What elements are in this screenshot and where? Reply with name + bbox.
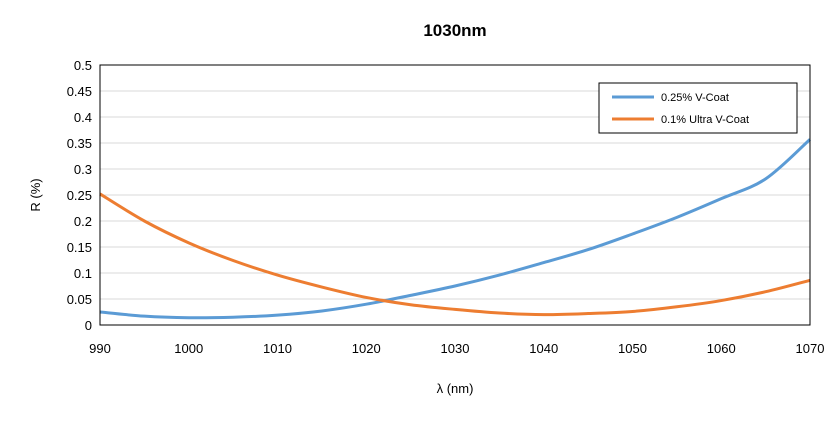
chart-title: 1030nm — [423, 21, 486, 40]
x-tick-label: 1010 — [263, 341, 292, 356]
x-tick-label: 1050 — [618, 341, 647, 356]
x-tick-label: 1070 — [796, 341, 825, 356]
y-tick-label: 0.2 — [74, 214, 92, 229]
series-layer — [99, 138, 811, 320]
series-line-2 — [99, 192, 811, 317]
x-tick-labels: 990 1000 1010 1020 1030 1040 1050 1060 1070 — [89, 341, 824, 356]
x-axis-label: λ (nm) — [437, 381, 474, 396]
x-tick-label: 1020 — [352, 341, 381, 356]
y-tick-label: 0.05 — [67, 292, 92, 307]
y-axis-label: R (%) — [28, 178, 43, 211]
legend: 0.25% V-Coat 0.1% Ultra V-Coat — [598, 82, 798, 134]
y-tick-label: 0.1 — [74, 266, 92, 281]
legend-label-2: 0.1% Ultra V-Coat — [661, 114, 749, 126]
y-tick-label: 0.4 — [74, 110, 92, 125]
y-tick-label: 0.25 — [67, 188, 92, 203]
x-tick-label: 1030 — [441, 341, 470, 356]
legend-label-1: 0.25% V-Coat — [661, 92, 729, 104]
y-tick-labels: 0 0.05 0.1 0.15 0.2 0.25 0.3 0.35 0.4 0.45 0.5 — [67, 58, 92, 333]
series-line-1 — [99, 138, 811, 320]
y-tick-label: 0.35 — [67, 136, 92, 151]
x-tick-label: 1060 — [707, 341, 736, 356]
y-tick-label: 0.45 — [67, 84, 92, 99]
plot-frame — [99, 64, 811, 326]
y-tick-label: 0.3 — [74, 162, 92, 177]
y-tick-label: 0 — [85, 318, 92, 333]
x-tick-label: 990 — [89, 341, 111, 356]
y-tick-label: 0.5 — [74, 58, 92, 73]
legend-box — [598, 82, 798, 134]
x-tick-label: 1000 — [174, 341, 203, 356]
x-tick-label: 1040 — [529, 341, 558, 356]
y-tick-label: 0.15 — [67, 240, 92, 255]
